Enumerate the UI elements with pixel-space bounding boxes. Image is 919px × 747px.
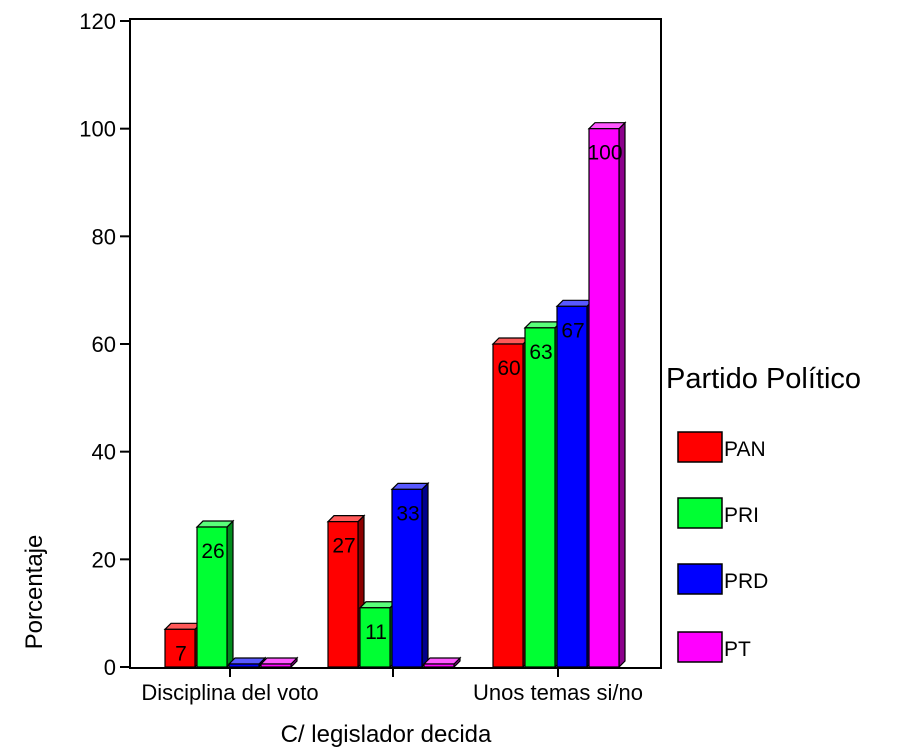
y-tick-label: 60: [92, 332, 116, 357]
x-category-label: Unos temas si/no: [473, 680, 643, 705]
bar-pt: [259, 656, 299, 669]
data-label: 27: [332, 535, 355, 558]
y-tick-label: 100: [79, 117, 116, 142]
bars: [163, 121, 627, 669]
legend-swatch: [677, 563, 723, 595]
legend-item-prd: PRD: [677, 563, 768, 595]
bar-pt: [422, 656, 462, 669]
axes: 0 20 40 60 80 100 120 Disciplina del voto Unos t…: [79, 9, 662, 705]
legend-item-pri: PRI: [677, 497, 759, 529]
legend: Partido Político PAN PRI PRD PT: [666, 363, 861, 663]
legend-swatch: [677, 497, 723, 529]
legend-label: PRI: [724, 504, 759, 527]
bar-prd: [227, 656, 267, 669]
data-label: 63: [529, 341, 552, 364]
data-label: 33: [396, 502, 419, 525]
data-label: 60: [497, 357, 520, 380]
bar-pan: [326, 514, 366, 669]
legend-swatch: [677, 631, 723, 663]
legend-label: PT: [724, 638, 751, 661]
bar-pri: [195, 519, 235, 669]
data-label: 7: [175, 642, 187, 665]
x-category-label: Disciplina del voto: [141, 680, 318, 705]
legend-swatch: [677, 431, 723, 463]
bar-prd: [555, 298, 595, 669]
bar-pri: [523, 320, 563, 669]
legend-item-pt: PT: [677, 631, 751, 663]
data-label: 11: [365, 621, 387, 644]
x-axis-title: C/ legislador decida: [281, 721, 492, 747]
data-label: 67: [561, 319, 584, 342]
data-labels: 7 27 60 26 11 63 33 67 100: [175, 142, 622, 666]
y-tick-label: 120: [79, 9, 116, 34]
data-label: 26: [201, 540, 224, 563]
bar-pan: [491, 336, 531, 669]
legend-item-pan: PAN: [677, 431, 766, 463]
data-label: 100: [587, 142, 622, 165]
bar-pt: [587, 121, 627, 669]
legend-title: Partido Político: [666, 363, 861, 395]
bar-prd: [390, 481, 430, 669]
legend-label: PAN: [724, 438, 766, 461]
y-tick-label: 40: [92, 440, 116, 465]
y-axis-title: Porcentaje: [21, 535, 48, 650]
y-tick-label: 20: [92, 547, 116, 572]
y-tick-label: 0: [104, 655, 116, 680]
y-tick-label: 80: [92, 224, 116, 249]
legend-label: PRD: [724, 570, 768, 593]
